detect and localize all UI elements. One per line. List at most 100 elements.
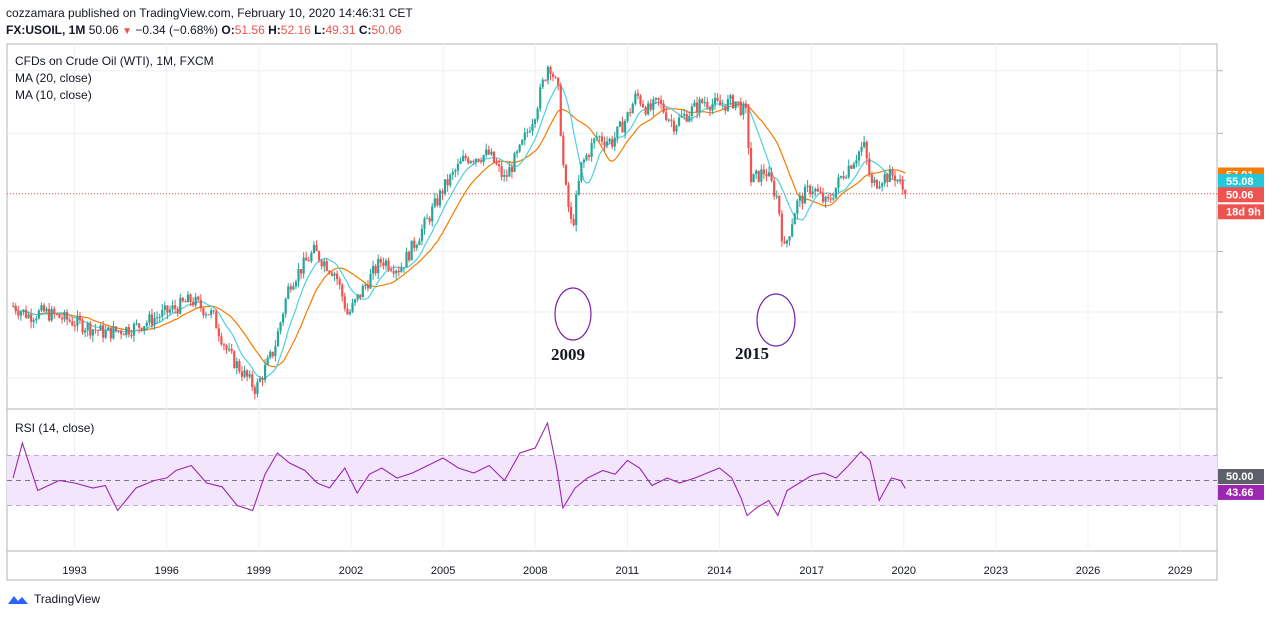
candle-body	[672, 120, 675, 132]
candle-body	[143, 326, 146, 331]
candle-body	[590, 143, 593, 157]
candle-body	[515, 151, 519, 154]
candle-body	[760, 169, 763, 182]
candle-body	[402, 267, 406, 269]
candle-body	[585, 155, 588, 160]
candle-body	[587, 155, 591, 157]
candle-body	[652, 99, 655, 110]
candle-body	[531, 124, 534, 132]
candle-body	[395, 270, 398, 274]
candle-body	[497, 164, 501, 167]
high-label: H:	[268, 23, 281, 37]
candle-body	[292, 286, 295, 290]
x-tick-label: 2002	[339, 565, 363, 577]
candle-body	[107, 327, 110, 331]
candle-body	[873, 179, 876, 184]
candle-body	[883, 174, 886, 184]
x-tick-label: 2014	[707, 565, 731, 577]
last-price-badge: 50.06	[1226, 189, 1254, 201]
candle-body	[48, 308, 51, 321]
candle-body	[670, 119, 673, 121]
candle-body	[793, 213, 796, 225]
x-tick-label: 2026	[1076, 565, 1100, 577]
x-tick-label: 1993	[62, 565, 86, 577]
candle-body	[438, 190, 442, 206]
footer-brand[interactable]: TradingView	[6, 592, 100, 606]
candle-body	[621, 121, 624, 133]
candle-body	[53, 308, 56, 314]
ellipse-2009	[554, 287, 592, 341]
candle-body	[384, 260, 388, 266]
candle-body	[809, 185, 812, 194]
candle-body	[251, 374, 254, 388]
candle-body	[405, 251, 408, 268]
high-value: 52.16	[280, 23, 311, 37]
candle-body	[199, 299, 202, 308]
candle-body	[315, 244, 318, 252]
candle-body	[410, 240, 413, 261]
ma10-badge-bg	[1218, 173, 1264, 189]
candle-body	[521, 140, 524, 145]
candle-body	[364, 284, 367, 286]
candle-body	[19, 311, 22, 316]
candle-body	[338, 279, 341, 285]
close-label: C:	[358, 23, 372, 37]
candle-body	[12, 305, 15, 307]
candle-body	[855, 160, 858, 164]
candle-body	[130, 334, 133, 336]
candle-body	[744, 103, 747, 108]
candle-body	[888, 169, 891, 182]
candle-body	[510, 167, 514, 172]
candle-body	[99, 325, 102, 331]
candle-body	[832, 198, 835, 200]
candle-body	[176, 308, 179, 314]
candle-body	[803, 187, 807, 204]
candle-body	[881, 183, 884, 187]
candle-body	[420, 228, 424, 241]
candle-body	[84, 330, 87, 333]
candle-body	[811, 191, 814, 194]
candle-body	[562, 135, 565, 166]
candle-body	[742, 103, 745, 115]
candle-body	[698, 99, 701, 113]
candle-body	[117, 330, 120, 332]
candle-body	[27, 314, 30, 318]
candle-body	[685, 114, 688, 122]
candle-body	[73, 325, 76, 327]
candle-body	[68, 319, 71, 322]
candle-body	[500, 166, 503, 177]
symbol-label[interactable]: FX:USOIL, 1M	[6, 23, 86, 37]
candle-body	[289, 286, 292, 290]
candle-body	[580, 162, 583, 181]
candle-body	[351, 302, 354, 312]
legend-ma20: MA (20, close)	[15, 71, 92, 85]
candle-body	[45, 308, 48, 312]
candle-body	[305, 257, 308, 261]
candle-body	[724, 105, 727, 111]
candle-body	[850, 165, 853, 169]
candle-body	[837, 177, 840, 188]
candle-body	[891, 169, 894, 176]
candle-body	[433, 198, 436, 207]
candle-body	[611, 139, 614, 147]
candle-body	[212, 310, 215, 312]
candle-body	[762, 169, 765, 174]
candle-body	[464, 155, 467, 159]
countdown-badge-bg	[1218, 204, 1264, 220]
candle-body	[132, 323, 136, 336]
candle-body	[737, 101, 740, 103]
candle-body	[377, 258, 380, 274]
candle-body	[307, 260, 310, 262]
candle-body	[770, 172, 773, 181]
candle-body	[780, 213, 783, 242]
candle-body	[600, 136, 604, 142]
candle-body	[608, 139, 611, 142]
rsi-line	[12, 421, 906, 517]
candle-body	[294, 281, 298, 287]
candle-body	[415, 245, 418, 248]
candle-body	[240, 371, 244, 377]
candle-body	[197, 296, 200, 300]
candle-body	[284, 298, 287, 314]
candle-body	[353, 299, 357, 303]
